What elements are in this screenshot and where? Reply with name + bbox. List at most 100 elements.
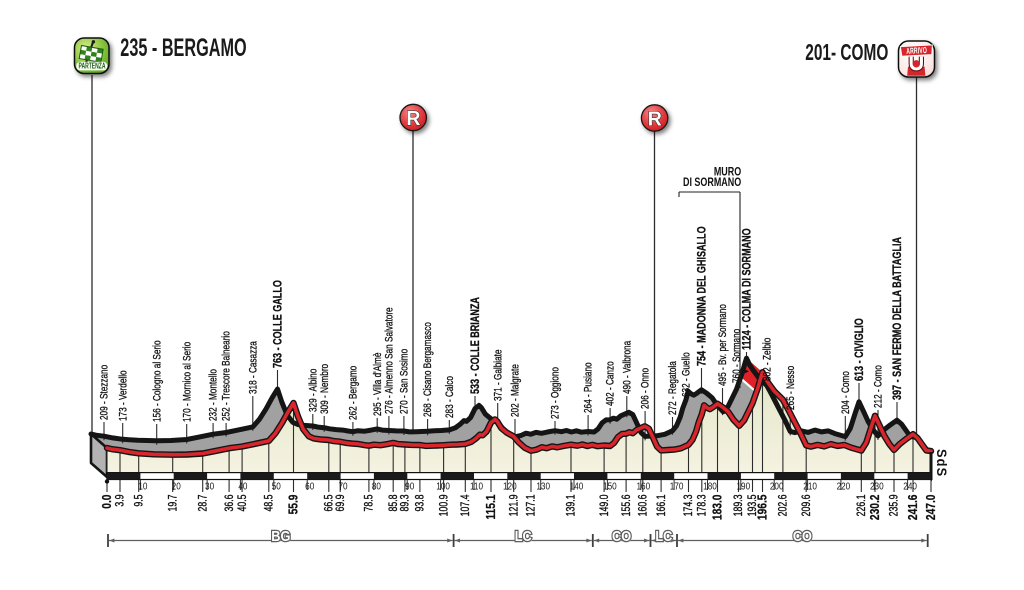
svg-text:149.0: 149.0 bbox=[599, 494, 611, 516]
svg-text:20: 20 bbox=[172, 479, 181, 491]
svg-text:150: 150 bbox=[603, 479, 617, 491]
svg-text:40.5: 40.5 bbox=[237, 494, 249, 511]
svg-text:170 - Mornico al Serio: 170 - Mornico al Serio bbox=[181, 342, 193, 422]
svg-text:178.3: 178.3 bbox=[696, 494, 708, 516]
svg-text:329 - Albino: 329 - Albino bbox=[307, 369, 319, 412]
svg-text:DI SORMANO: DI SORMANO bbox=[683, 177, 741, 189]
svg-text:30: 30 bbox=[205, 479, 214, 491]
svg-text:48.5: 48.5 bbox=[263, 494, 275, 511]
svg-text:70: 70 bbox=[338, 479, 347, 491]
svg-text:402 - Canzo: 402 - Canzo bbox=[605, 361, 617, 406]
svg-text:268 - Cisano Bergamasco: 268 - Cisano Bergamasco bbox=[422, 322, 434, 417]
svg-text:55.9: 55.9 bbox=[287, 494, 300, 514]
svg-text:309 - Nembro: 309 - Nembro bbox=[319, 364, 331, 414]
svg-text:CO: CO bbox=[794, 528, 813, 545]
svg-text:155.6: 155.6 bbox=[621, 494, 633, 516]
svg-text:397 - SAN FERMO DELLA BATTAGLI: 397 - SAN FERMO DELLA BATTAGLIA bbox=[892, 237, 904, 400]
svg-text:85.8: 85.8 bbox=[388, 494, 400, 511]
svg-text:193.5: 193.5 bbox=[747, 494, 759, 516]
svg-text:CO: CO bbox=[793, 527, 812, 544]
svg-text:LC: LC bbox=[655, 527, 672, 544]
svg-text:93.8: 93.8 bbox=[415, 494, 427, 511]
svg-text:SdS: SdS bbox=[934, 449, 949, 477]
svg-text:166.1: 166.1 bbox=[656, 494, 668, 516]
svg-text:230: 230 bbox=[870, 479, 884, 491]
svg-text:1124 - COLMA DI SORMANO: 1124 - COLMA DI SORMANO bbox=[741, 228, 753, 350]
svg-text:BG: BG bbox=[271, 527, 290, 544]
svg-text:202 - Malgrate: 202 - Malgrate bbox=[510, 364, 522, 417]
svg-text:371 - Galbiate: 371 - Galbiate bbox=[492, 350, 504, 401]
svg-text:632 - Guello: 632 - Guello bbox=[680, 352, 692, 397]
svg-text:196.5: 196.5 bbox=[756, 494, 769, 520]
svg-text:0.0: 0.0 bbox=[101, 495, 114, 509]
svg-text:204 - Como: 204 - Como bbox=[840, 371, 852, 414]
svg-text:10: 10 bbox=[138, 479, 147, 491]
svg-text:230.2: 230.2 bbox=[869, 495, 882, 521]
svg-text:110: 110 bbox=[470, 479, 483, 491]
svg-text:235.9: 235.9 bbox=[889, 494, 901, 516]
svg-text:270 - San Sosimo: 270 - San Sosimo bbox=[398, 349, 410, 414]
svg-text:490 - Valbrona: 490 - Valbrona bbox=[621, 340, 633, 394]
svg-text:173 - Verdello: 173 - Verdello bbox=[117, 370, 129, 421]
svg-text:220: 220 bbox=[837, 479, 851, 491]
svg-text:LC: LC bbox=[656, 528, 673, 545]
svg-text:3.9: 3.9 bbox=[115, 494, 127, 506]
svg-text:201- COMO: 201- COMO bbox=[805, 40, 888, 66]
svg-text:252 - Trescore Balneario: 252 - Trescore Balneario bbox=[221, 331, 233, 421]
svg-text:9.5: 9.5 bbox=[133, 494, 145, 506]
svg-text:60: 60 bbox=[305, 479, 314, 491]
svg-text:140: 140 bbox=[570, 479, 584, 491]
svg-text:174.3: 174.3 bbox=[683, 494, 695, 516]
svg-text:190: 190 bbox=[736, 479, 750, 491]
svg-text:CO: CO bbox=[612, 527, 631, 544]
svg-text:BG: BG bbox=[272, 528, 291, 545]
svg-text:90: 90 bbox=[405, 479, 414, 491]
svg-text:264 - Pusiano: 264 - Pusiano bbox=[583, 362, 595, 413]
svg-text:LC: LC bbox=[515, 527, 532, 544]
svg-text:189.3: 189.3 bbox=[733, 494, 745, 516]
svg-text:209.6: 209.6 bbox=[801, 494, 813, 516]
svg-text:170: 170 bbox=[670, 479, 684, 491]
svg-text:247.0: 247.0 bbox=[925, 495, 938, 521]
svg-text:19.7: 19.7 bbox=[167, 494, 179, 511]
svg-text:R: R bbox=[648, 108, 663, 131]
svg-text:495 - Bv. per Sormano: 495 - Bv. per Sormano bbox=[717, 304, 729, 386]
svg-text:100: 100 bbox=[436, 479, 450, 491]
svg-text:262 - Bergamo: 262 - Bergamo bbox=[347, 366, 359, 420]
svg-text:240: 240 bbox=[903, 479, 917, 491]
svg-text:209 - Stezzano: 209 - Stezzano bbox=[99, 365, 111, 420]
svg-text:107.4: 107.4 bbox=[460, 494, 472, 516]
svg-text:272 - Regatola: 272 - Regatola bbox=[667, 361, 679, 415]
svg-text:754 - MADONNA DEL GHISALLO: 754 - MADONNA DEL GHISALLO bbox=[696, 226, 708, 366]
svg-text:40: 40 bbox=[238, 479, 247, 491]
svg-text:206 - Onno: 206 - Onno bbox=[640, 368, 652, 409]
svg-text:50: 50 bbox=[272, 479, 281, 491]
svg-text:127.1: 127.1 bbox=[526, 494, 538, 516]
svg-text:183.0: 183.0 bbox=[711, 495, 724, 521]
svg-text:202.6: 202.6 bbox=[778, 494, 790, 516]
svg-text:273 - Oggiono: 273 - Oggiono bbox=[550, 367, 562, 419]
svg-text:160: 160 bbox=[636, 479, 650, 491]
svg-text:533 - COLLE BRIANZA: 533 - COLLE BRIANZA bbox=[470, 297, 482, 394]
svg-text:210: 210 bbox=[803, 479, 817, 491]
svg-text:265 - Nesso: 265 - Nesso bbox=[785, 366, 797, 410]
svg-text:276 - Almenno San Salvatore: 276 - Almenno San Salvatore bbox=[383, 307, 395, 414]
svg-text:283 - Calco: 283 - Calco bbox=[444, 376, 456, 418]
svg-text:CO: CO bbox=[613, 528, 632, 545]
svg-text:226.1: 226.1 bbox=[856, 494, 868, 516]
svg-text:78.5: 78.5 bbox=[364, 494, 376, 511]
svg-text:139.1: 139.1 bbox=[566, 494, 578, 516]
svg-text:89.3: 89.3 bbox=[400, 494, 412, 511]
svg-text:100.9: 100.9 bbox=[438, 494, 450, 516]
svg-text:156 - Cologno al Serio: 156 - Cologno al Serio bbox=[151, 340, 163, 422]
svg-text:28.7: 28.7 bbox=[197, 494, 209, 511]
svg-text:PARTENZA: PARTENZA bbox=[79, 63, 106, 71]
svg-text:66.5: 66.5 bbox=[323, 494, 335, 511]
svg-text:36.6: 36.6 bbox=[224, 494, 236, 511]
svg-text:295 - Villa d'Almè: 295 - Villa d'Almè bbox=[372, 353, 384, 416]
svg-text:212 - Como: 212 - Como bbox=[873, 365, 885, 408]
svg-text:241.6: 241.6 bbox=[907, 494, 920, 520]
svg-text:763 - COLLE GALLO: 763 - COLLE GALLO bbox=[272, 280, 284, 368]
svg-text:802 - Zelbio: 802 - Zelbio bbox=[761, 338, 773, 381]
svg-text:232 - Montello: 232 - Montello bbox=[208, 369, 220, 421]
